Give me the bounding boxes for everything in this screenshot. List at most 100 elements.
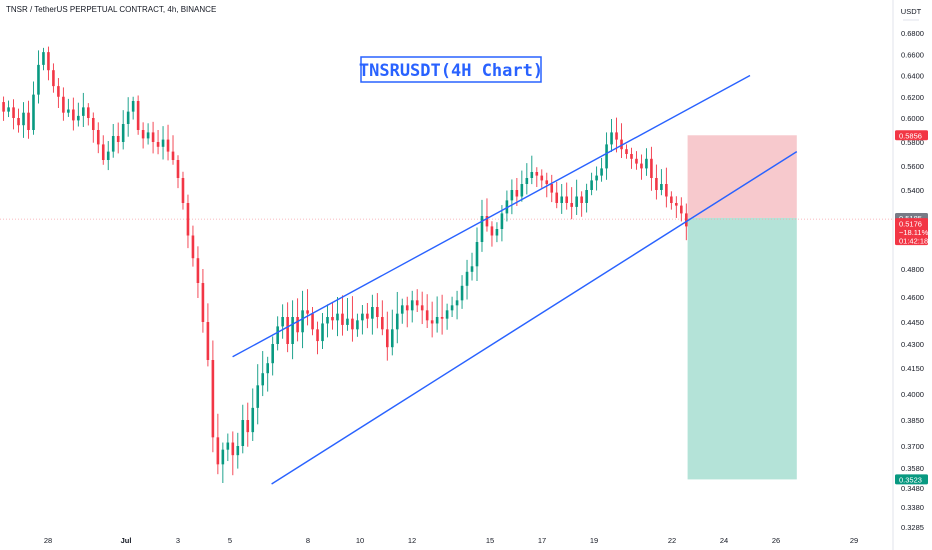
candle-body	[465, 271, 469, 286]
candle	[2, 96, 5, 121]
x-tick-label: 12	[408, 536, 416, 545]
candle-body	[545, 180, 549, 184]
candle-body	[146, 132, 150, 139]
y-tick-label: 0.6000	[901, 114, 924, 123]
stop-loss-zone	[687, 135, 797, 218]
candle-body	[301, 310, 304, 333]
current-price-tag-text: 0.5176	[899, 219, 922, 228]
candle-body	[366, 313, 369, 319]
candle-body	[251, 407, 255, 433]
candle	[106, 141, 110, 171]
y-tick-label: 0.4800	[901, 265, 924, 274]
current-price-tag-bg	[895, 218, 928, 246]
candle-body	[206, 322, 210, 360]
x-tick-label: 5	[228, 536, 232, 545]
candle-body	[605, 144, 608, 169]
candle-body	[2, 102, 5, 112]
candle	[600, 157, 603, 182]
candle	[371, 294, 374, 335]
x-tick-label: 26	[772, 536, 780, 545]
candle	[605, 132, 608, 180]
candle-body	[316, 329, 319, 342]
y-tick-label: 0.4300	[901, 340, 924, 349]
candle	[525, 163, 529, 195]
candle	[67, 98, 70, 117]
chart-title-box[interactable]: TNSRUSDT(4H Chart)	[359, 56, 543, 83]
candle	[32, 81, 35, 135]
candle-body	[570, 203, 573, 207]
candle-body	[266, 363, 269, 374]
candle	[156, 130, 160, 155]
candle-body	[386, 329, 389, 348]
candle	[96, 122, 100, 154]
candle-body	[216, 437, 220, 465]
candle-body	[530, 172, 534, 178]
candle	[495, 222, 499, 243]
candle-body	[321, 323, 324, 342]
candle	[620, 123, 623, 158]
candle-body	[615, 132, 618, 140]
candle-body	[17, 118, 20, 126]
candle	[410, 290, 414, 323]
candle-body	[620, 139, 623, 150]
candle	[166, 124, 170, 161]
candle-body	[635, 158, 638, 164]
candle-body	[435, 317, 439, 324]
candle	[445, 303, 449, 330]
candle	[62, 87, 65, 121]
candle-body	[440, 317, 444, 319]
channel-lower-line	[271, 151, 798, 485]
candle-body	[136, 101, 140, 130]
candle	[395, 291, 399, 344]
candle-body	[231, 442, 235, 456]
candle	[191, 225, 195, 267]
candle-body	[236, 446, 240, 456]
candle	[435, 296, 439, 333]
candle-body	[555, 192, 559, 203]
candle-body	[376, 307, 379, 317]
candle-body	[381, 317, 384, 330]
candle	[400, 298, 404, 324]
y-tick-label: 0.5400	[901, 186, 924, 195]
candle	[136, 95, 140, 135]
candle-body	[490, 226, 494, 236]
candle-body	[645, 158, 648, 169]
candle-body	[246, 420, 250, 433]
candle	[640, 154, 643, 180]
candle-body	[560, 196, 564, 203]
candle	[490, 221, 494, 247]
candle	[650, 146, 653, 191]
candle	[251, 388, 255, 441]
candle-body	[141, 130, 145, 139]
candle	[366, 303, 369, 329]
candle-body	[625, 149, 628, 154]
candle	[415, 289, 419, 312]
y-tick-label: 0.6400	[901, 72, 924, 81]
stop-price-tag: 0.5856	[895, 130, 928, 140]
candle-body	[311, 313, 314, 330]
candle	[42, 47, 45, 71]
candle-body	[351, 318, 354, 330]
y-tick-label: 0.3480	[901, 484, 924, 493]
candle	[565, 182, 568, 210]
candle	[316, 321, 319, 355]
candle-body	[450, 305, 454, 311]
candle	[615, 117, 618, 153]
candle-body	[650, 158, 653, 178]
candle-body	[346, 318, 349, 325]
candle	[281, 304, 284, 339]
candle	[91, 112, 95, 143]
candle	[590, 172, 593, 196]
price-axis-background[interactable]	[893, 0, 932, 550]
candle-body	[420, 305, 424, 311]
candle-body	[106, 151, 110, 160]
x-tick-label: 10	[356, 536, 364, 545]
x-tick-label: 19	[590, 536, 598, 545]
candle-body	[475, 242, 479, 267]
candle	[101, 135, 105, 165]
candle	[425, 294, 429, 329]
candle	[505, 190, 509, 222]
candle-body	[400, 305, 404, 314]
